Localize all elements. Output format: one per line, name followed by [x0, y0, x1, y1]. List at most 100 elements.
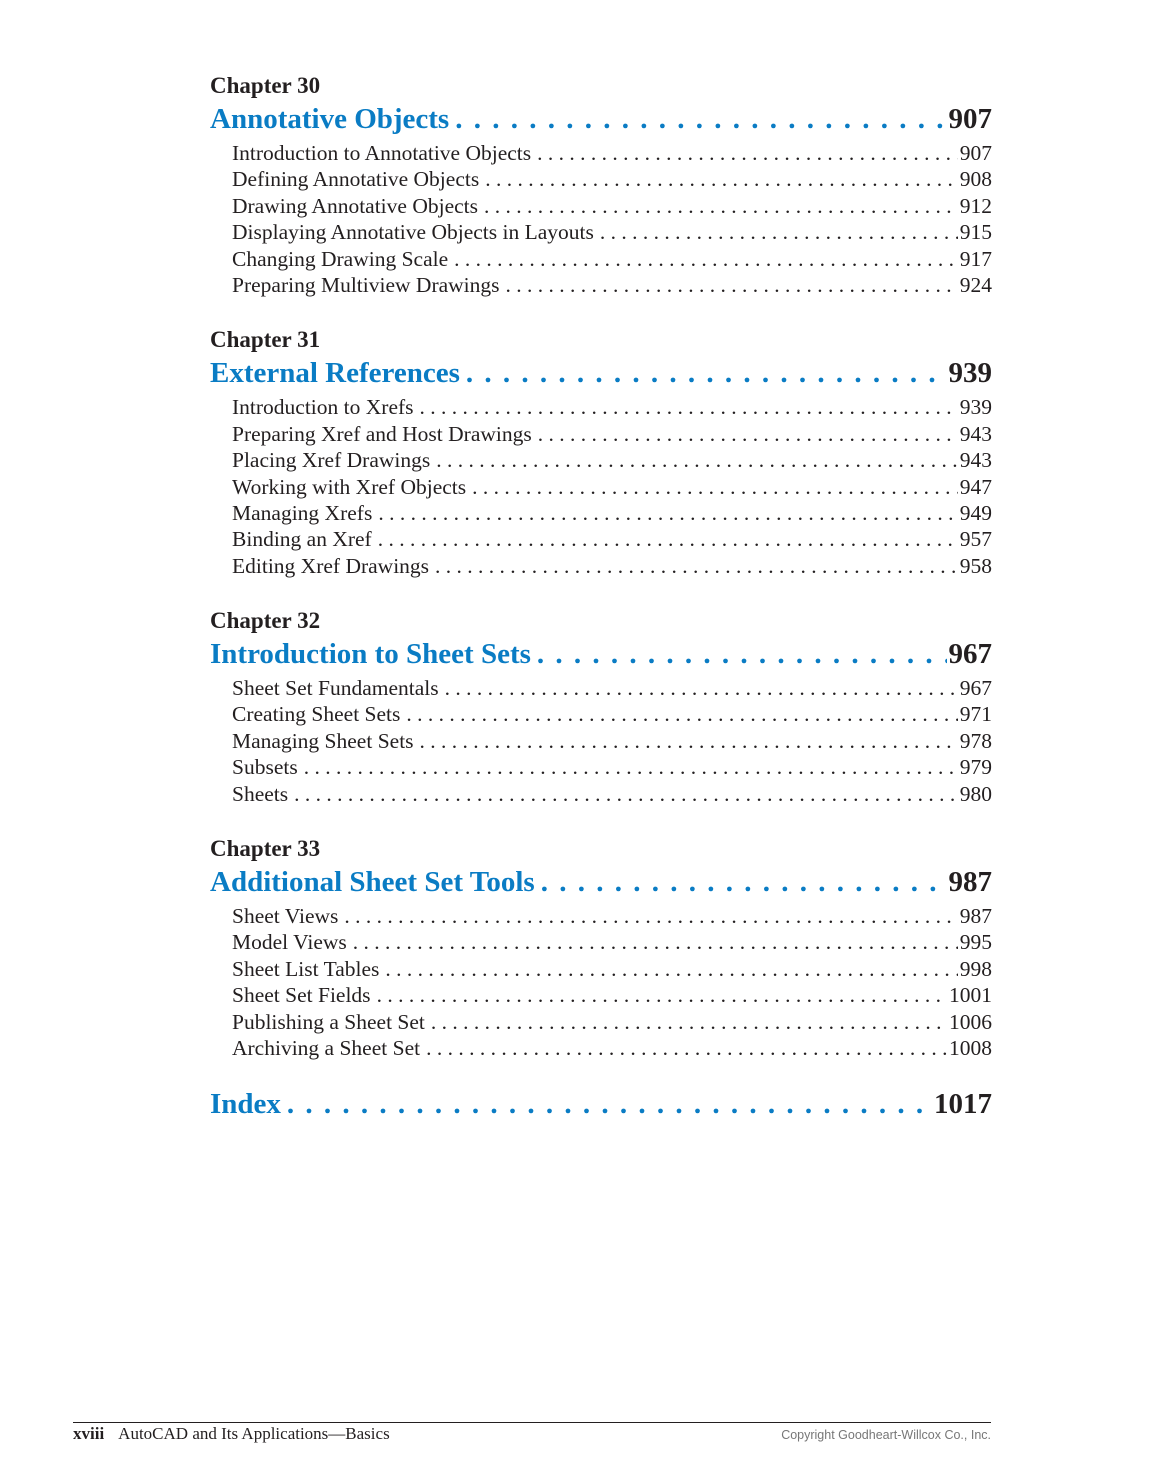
toc-entry[interactable]: Preparing Xref and Host Drawings 943 — [210, 421, 992, 447]
dot-leader — [353, 929, 958, 955]
dot-leader — [506, 272, 958, 298]
toc-entry-title: Displaying Annotative Objects in Layouts — [232, 220, 594, 245]
toc-entry[interactable]: Placing Xref Drawings 943 — [210, 447, 992, 473]
toc-entry-page: 987 — [959, 904, 992, 929]
toc-entry-page: 907 — [959, 141, 992, 165]
toc-entry[interactable]: Sheet List Tables 998 — [210, 956, 992, 982]
dot-leader — [420, 394, 958, 420]
chapter-title-link[interactable]: Introduction to Sheet Sets 967 — [210, 637, 992, 671]
toc-entry[interactable]: Sheet Set Fundamentals 967 — [210, 675, 992, 701]
dot-leader — [455, 102, 946, 136]
toc-entry-title: Binding an Xref — [232, 527, 372, 552]
chapter-title-link-page: 907 — [948, 103, 993, 135]
chapter-title-link[interactable]: External References 939 — [210, 356, 992, 390]
toc-entry[interactable]: Defining Annotative Objects 908 — [210, 166, 992, 192]
toc-entry-page: 998 — [959, 956, 992, 981]
toc-entry[interactable]: Publishing a Sheet Set 1006 — [210, 1009, 992, 1035]
page-folio: xviii — [73, 1424, 105, 1443]
toc-entry-page: 943 — [959, 421, 992, 446]
dot-leader — [485, 166, 958, 192]
toc-entry-title: Sheet Set Fundamentals — [232, 676, 439, 701]
toc-entry-page: 995 — [959, 930, 992, 955]
toc-entry-page: 949 — [959, 500, 992, 525]
toc-entry[interactable]: Sheet Views 987 — [210, 903, 992, 929]
dot-leader — [466, 356, 947, 390]
toc-entry[interactable]: Sheet Set Fields 1001 — [210, 982, 992, 1008]
dot-leader — [537, 140, 958, 166]
toc-entry-title: Defining Annotative Objects — [232, 167, 480, 192]
toc-entry-title: Introduction to Annotative Objects — [232, 141, 532, 165]
index-link-page: 1017 — [934, 1088, 992, 1121]
dot-leader — [445, 675, 958, 701]
toc-entry-page: 958 — [959, 553, 992, 578]
dot-leader — [431, 1009, 947, 1035]
chapter-title-link-title: Annotative Objects — [210, 103, 450, 135]
toc-entry[interactable]: Subsets 979 — [210, 754, 992, 780]
toc-entry[interactable]: Changing Drawing Scale 917 — [210, 246, 992, 272]
toc-entry-page: 943 — [959, 448, 992, 473]
toc-entry-title: Sheet List Tables — [232, 956, 380, 981]
toc-entry-page: 917 — [959, 246, 992, 271]
toc-entry-title: Subsets — [232, 755, 298, 780]
dot-leader — [600, 219, 958, 245]
dot-leader — [406, 701, 957, 727]
index-link[interactable]: Index 1017 — [210, 1087, 992, 1121]
dot-leader — [378, 526, 958, 552]
toc-entry[interactable]: Creating Sheet Sets 971 — [210, 701, 992, 727]
dot-leader — [378, 500, 957, 526]
toc-entry-title: Creating Sheet Sets — [232, 702, 401, 727]
toc-entry-title: Editing Xref Drawings — [232, 553, 430, 578]
toc-entry[interactable]: Introduction to Annotative Objects 907 — [210, 140, 992, 166]
toc-entry-page: 978 — [959, 728, 992, 753]
toc-entry-title: Preparing Xref and Host Drawings — [232, 421, 532, 446]
toc-entry[interactable]: Archiving a Sheet Set 1008 — [210, 1035, 992, 1061]
toc-entry[interactable]: Drawing Annotative Objects 912 — [210, 193, 992, 219]
toc-entry-page: 971 — [959, 702, 992, 727]
toc-entry-title: Preparing Multiview Drawings — [232, 272, 500, 297]
dot-leader — [538, 421, 958, 447]
dot-leader — [420, 728, 958, 754]
toc-entry[interactable]: Displaying Annotative Objects in Layouts… — [210, 219, 992, 245]
toc-entry-title: Publishing a Sheet Set — [232, 1009, 425, 1034]
dot-leader — [484, 193, 958, 219]
toc-entry-page: 915 — [959, 220, 992, 245]
toc-entry[interactable]: Managing Xrefs 949 — [210, 500, 992, 526]
chapter-title-link[interactable]: Additional Sheet Set Tools 987 — [210, 865, 992, 899]
dot-leader — [436, 447, 958, 473]
toc-entry-page: 957 — [959, 527, 992, 552]
toc-entry[interactable]: Preparing Multiview Drawings 924 — [210, 272, 992, 298]
toc-entry[interactable]: Sheets 980 — [210, 781, 992, 807]
chapter-title-link-title: External References — [210, 357, 460, 390]
toc-entry-page: 979 — [959, 755, 992, 780]
toc-entry-title: Changing Drawing Scale — [232, 246, 449, 271]
dot-leader — [287, 1087, 932, 1121]
toc-entry[interactable]: Managing Sheet Sets 978 — [210, 728, 992, 754]
chapter-title-link[interactable]: Annotative Objects 907 — [210, 102, 992, 136]
footer-left: xviii AutoCAD and Its Applications—Basics — [73, 1424, 390, 1444]
toc-entry-page: 908 — [959, 167, 992, 192]
chapter-title-link-title: Additional Sheet Set Tools — [210, 866, 535, 899]
toc-entry[interactable]: Binding an Xref 957 — [210, 526, 992, 552]
book-title: AutoCAD and Its Applications—Basics — [118, 1424, 390, 1443]
toc-entry-page: 967 — [959, 676, 992, 701]
toc-entry-page: 1008 — [949, 1035, 992, 1060]
toc-entry[interactable]: Introduction to Xrefs 939 — [210, 394, 992, 420]
toc-entry-title: Managing Xrefs — [232, 500, 373, 525]
dot-leader — [377, 982, 947, 1008]
toc-entry[interactable]: Working with Xref Objects 947 — [210, 474, 992, 500]
dot-leader — [537, 637, 947, 671]
toc-entry-page: 939 — [959, 395, 992, 420]
toc-entry[interactable]: Model Views 995 — [210, 929, 992, 955]
toc-entry-page: 912 — [959, 193, 992, 218]
chapter-title-link-page: 967 — [948, 638, 993, 671]
toc-entry-title: Working with Xref Objects — [232, 474, 467, 499]
toc-entry-title: Archiving a Sheet Set — [232, 1035, 421, 1060]
toc-entry-title: Placing Xref Drawings — [232, 448, 431, 473]
toc-entry[interactable]: Editing Xref Drawings 958 — [210, 553, 992, 579]
toc-entry-page: 1006 — [949, 1009, 992, 1034]
toc-entry-page: 924 — [959, 272, 992, 297]
toc-entry-title: Drawing Annotative Objects — [232, 193, 479, 218]
